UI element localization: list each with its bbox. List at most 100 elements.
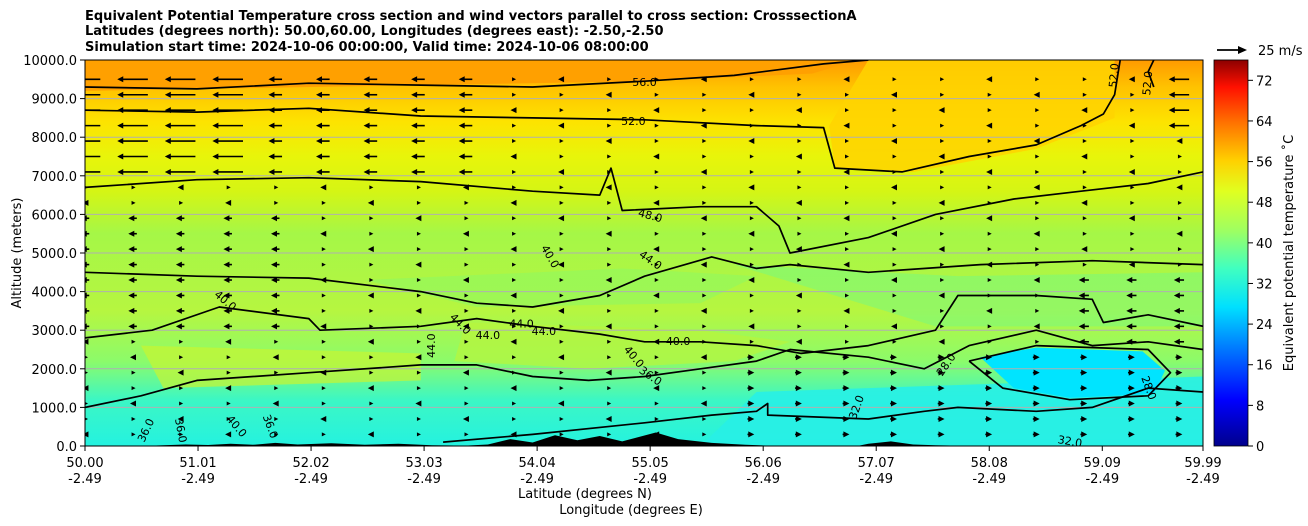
wind-vector-head: [510, 107, 517, 114]
wind-vector-head: [559, 416, 564, 421]
wind-vector-head: [268, 76, 275, 83]
wind-vector-head: [845, 293, 850, 298]
wind-vector-head: [938, 107, 945, 114]
colorbar-tick-label: 32: [1256, 277, 1273, 292]
wind-vector-head: [1168, 76, 1175, 83]
wind-vector-head: [85, 385, 89, 392]
quiver-key-arrowhead: [1238, 46, 1247, 54]
wind-vector-head: [702, 200, 707, 205]
wind-vector-head: [1078, 307, 1085, 314]
wind-vector-head: [1033, 277, 1040, 284]
wind-vector-head: [1081, 354, 1088, 361]
wind-vector-head: [890, 354, 897, 361]
x-tick-label-lon: -2.49: [520, 472, 554, 487]
wind-vector-head: [986, 415, 993, 422]
wind-vector-head: [702, 386, 707, 391]
wind-vector-head: [1130, 139, 1135, 144]
wind-vector-head: [212, 138, 219, 145]
wind-vector-head: [749, 293, 754, 298]
wind-vector-head: [462, 277, 469, 284]
wind-vector-head: [268, 122, 275, 129]
wind-vector-head: [987, 154, 992, 159]
contour-line-40.0: [85, 294, 1203, 355]
wind-vector-head: [700, 261, 707, 268]
contour-line-48.0: [85, 167, 1203, 254]
wind-vector-head: [843, 122, 850, 129]
wind-vector-head: [1176, 184, 1183, 191]
wind-vector-head: [316, 122, 323, 129]
wind-vector-head: [700, 307, 707, 314]
wind-vector-head: [1081, 246, 1088, 253]
y-tick-label: 9000.0: [32, 93, 78, 108]
wind-vector-head: [1035, 200, 1040, 205]
wind-vector-head: [512, 231, 517, 236]
wind-vector-head: [702, 247, 707, 252]
wind-vector-head: [891, 230, 898, 237]
wind-vector-head: [70, 123, 76, 129]
wind-vector-head: [321, 401, 326, 406]
x-tick-label-lat: 55.05: [632, 456, 669, 471]
wind-vector-head: [1128, 369, 1135, 376]
wind-vector-head: [175, 246, 182, 253]
wind-vector-head: [702, 108, 707, 113]
wind-vector-head: [558, 168, 565, 175]
wind-vector-head: [891, 138, 898, 145]
contour-label: 32.0: [1057, 433, 1083, 450]
wind-vector-head: [843, 307, 850, 314]
wind-vector-head: [464, 401, 469, 406]
x-tick-label-lon: -2.49: [1085, 472, 1119, 487]
wind-vector-head: [653, 153, 660, 160]
wind-vector-head: [890, 431, 897, 438]
wind-vector-head: [177, 369, 184, 376]
y-axis-label: Altitude (meters): [10, 198, 25, 309]
wind-vector-head: [131, 370, 136, 375]
wind-vector-head: [1128, 168, 1135, 175]
wind-vector-head: [605, 230, 612, 237]
wind-vector-head: [117, 138, 124, 145]
wind-vector-head: [702, 416, 707, 421]
wind-vector-head: [458, 76, 465, 83]
wind-vector-head: [212, 153, 219, 160]
wind-vector-head: [986, 215, 993, 222]
wind-vector-head: [85, 417, 88, 421]
wind-vector-head: [464, 293, 469, 298]
wind-vector-head: [749, 216, 754, 221]
wind-vector-head: [131, 416, 136, 421]
wind-vector-head: [321, 262, 326, 267]
wind-vector-head: [892, 262, 897, 267]
wind-vector-head: [653, 107, 660, 114]
wind-vector-head: [411, 168, 418, 175]
wind-vector-head: [1176, 138, 1183, 145]
wind-vector-head: [654, 139, 659, 144]
wind-vector-head: [416, 386, 421, 391]
wind-vector-head: [987, 185, 992, 190]
colorbar-label: Equivalent potential temperature ˚C: [1281, 135, 1297, 371]
field-patch-cold-pool: [980, 347, 1165, 398]
wind-vector-head: [749, 108, 754, 113]
wind-vector-head: [1035, 216, 1040, 221]
wind-vector-head: [843, 431, 850, 438]
wind-vector-head: [845, 339, 850, 344]
wind-vector-head: [272, 400, 279, 407]
wind-vector-head: [512, 262, 517, 267]
wind-vector-head: [223, 277, 230, 284]
wind-vector-head: [268, 91, 275, 98]
wind-vector-head: [415, 215, 422, 222]
wind-vector-head: [1035, 169, 1040, 174]
wind-vector-head: [369, 185, 374, 190]
wind-vector-head: [271, 230, 278, 237]
chart-title-line-2: Latitudes (degrees north): 50.00,60.00, …: [85, 24, 664, 39]
wind-vector-head: [1128, 215, 1135, 222]
wind-vector-head: [653, 199, 660, 206]
wind-vector-head: [559, 370, 564, 375]
wind-vector-head: [179, 355, 184, 360]
wind-vector-head: [458, 168, 465, 175]
wind-vector-head: [416, 231, 421, 236]
wind-vector-head: [795, 369, 802, 376]
wind-vector-head: [987, 231, 992, 236]
wind-vector-head: [797, 185, 802, 190]
wind-vector-head: [559, 154, 564, 159]
wind-vector-head: [1128, 122, 1135, 129]
wind-vector-head: [843, 385, 850, 392]
contour-label: 52.0: [621, 115, 646, 128]
